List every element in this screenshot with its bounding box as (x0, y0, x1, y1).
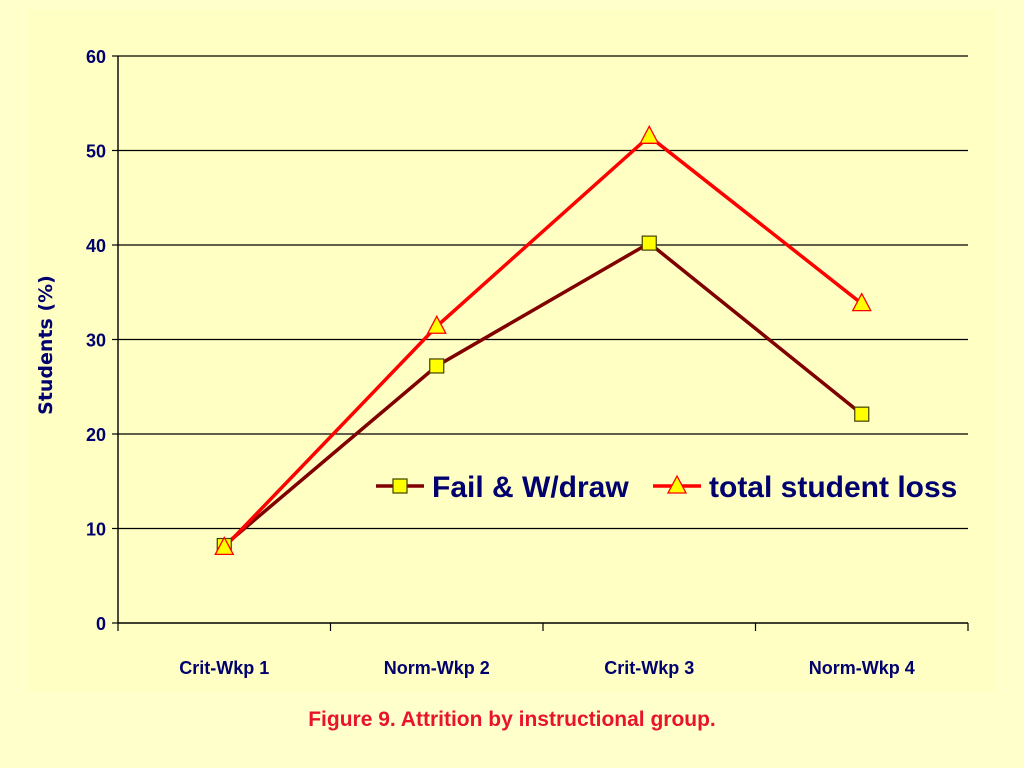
y-tick-label: 10 (86, 520, 106, 540)
data-point-triangle-icon (851, 292, 872, 312)
data-point-square-icon (429, 358, 445, 374)
series-1 (222, 134, 863, 549)
series-line (223, 240, 863, 547)
y-tick-label: 50 (86, 142, 106, 162)
square-icon (392, 478, 408, 494)
series-layer (214, 124, 872, 556)
legend-label: total student loss (709, 471, 957, 504)
x-tick-labels: Crit-Wkp 1 Norm-Wkp 2 Crit-Wkp 3 Norm-Wkp 4 (179, 658, 915, 678)
data-point-triangle-icon (214, 536, 235, 556)
data-point-triangle-icon (426, 314, 447, 334)
series-0-points (216, 235, 870, 554)
gridlines (118, 55, 968, 530)
plot-panel (28, 10, 996, 692)
legend-entry: total student loss (653, 471, 957, 504)
series-1-points (214, 124, 872, 556)
triangle-icon (666, 474, 688, 494)
x-tick-label: Norm-Wkp 2 (384, 658, 490, 678)
data-point-square-icon (641, 235, 657, 251)
y-tick-label: 40 (86, 236, 106, 256)
axes (112, 55, 969, 631)
data-point-square-icon (854, 406, 870, 422)
y-tick-label: 60 (86, 47, 106, 67)
series-line (222, 134, 863, 549)
y-tick-label: 0 (96, 614, 106, 634)
x-tick-label: Norm-Wkp 4 (809, 658, 915, 678)
x-tick-label: Crit-Wkp 1 (179, 658, 269, 678)
y-tick-labels: 0 10 20 30 40 50 60 (86, 47, 106, 634)
data-point-triangle-icon (639, 124, 660, 144)
legend: Fail & W/draw total student loss (376, 471, 957, 504)
y-tick-label: 20 (86, 425, 106, 445)
legend-entry: Fail & W/draw (376, 471, 629, 504)
y-axis-label: Students (%) (35, 275, 57, 415)
legend-label: Fail & W/draw (432, 471, 629, 504)
series-0 (223, 240, 863, 547)
y-tick-label: 30 (86, 331, 106, 351)
figure-caption: Figure 9. Attrition by instructional gro… (308, 708, 716, 731)
x-tick-label: Crit-Wkp 3 (604, 658, 694, 678)
